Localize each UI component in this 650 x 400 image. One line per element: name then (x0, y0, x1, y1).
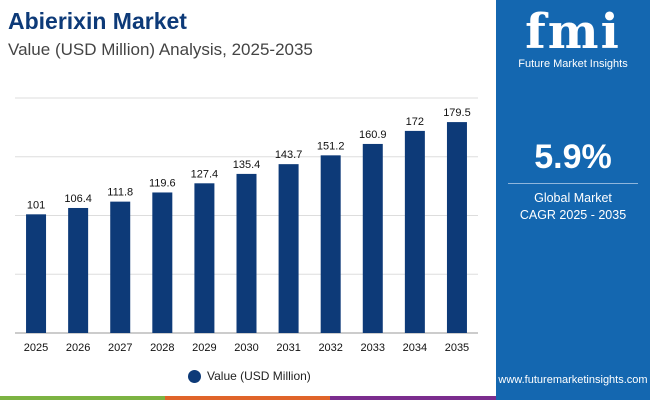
x-tick-label: 2035 (445, 342, 469, 354)
legend: Value (USD Million) (188, 369, 311, 383)
data-label: 160.9 (359, 129, 387, 141)
bar (68, 207, 89, 333)
legend-swatch (188, 369, 201, 383)
data-label: 135.4 (233, 159, 261, 171)
bar (152, 192, 173, 333)
cagr-label-line1: Global Market (534, 191, 612, 205)
data-label: 106.4 (64, 193, 92, 205)
x-tick-label: 2025 (24, 342, 48, 354)
x-tick-label: 2031 (276, 342, 300, 354)
cagr-value: 5.9% (534, 138, 612, 176)
data-label: 179.5 (443, 107, 471, 119)
bar-chart: 101 2025 106.4 2026 111.8 2027 119.6 2028 127.4 2… (15, 97, 478, 354)
data-label: 151.2 (317, 140, 345, 152)
data-label: 143.7 (275, 149, 303, 161)
color-strip-green (0, 396, 165, 400)
data-label: 127.4 (191, 168, 219, 180)
bar (110, 201, 131, 333)
logo-mark: fmi (525, 4, 621, 60)
bar (320, 155, 341, 333)
chart-subtitle: Value (USD Million) Analysis, 2025-2035 (8, 40, 313, 59)
divider (508, 183, 638, 184)
x-tick-label: 2027 (108, 342, 132, 354)
x-tick-label: 2029 (192, 342, 216, 354)
data-label: 101 (27, 199, 45, 211)
data-label: 119.6 (149, 177, 176, 189)
color-strip-purple (330, 396, 496, 400)
side-panel: fmi Future Market Insights 5.9% Global M… (496, 0, 650, 400)
data-label: 172 (406, 116, 424, 128)
x-tick-label: 2034 (403, 342, 427, 354)
bar (404, 130, 425, 333)
x-tick-label: 2033 (361, 342, 385, 354)
x-tick-label: 2032 (318, 342, 342, 354)
bar (278, 164, 299, 333)
x-tick-label: 2030 (234, 342, 258, 354)
cagr-label-line2: CAGR 2025 - 2035 (519, 208, 627, 222)
x-tick-label: 2026 (66, 342, 90, 354)
cagr-label: Global Market CAGR 2025 - 2035 (496, 190, 650, 224)
website-url[interactable]: www.futuremarketinsights.com (498, 374, 648, 386)
bar (236, 173, 257, 333)
bar (26, 214, 47, 333)
bar (362, 143, 383, 333)
bar (194, 183, 215, 333)
logo-tagline: Future Market Insights (518, 58, 628, 70)
data-label: 111.8 (107, 187, 133, 199)
x-tick-label: 2028 (150, 342, 174, 354)
fmi-logo: fmi Future Market Insights (496, 6, 650, 70)
chart-title: Abierixin Market (8, 8, 187, 34)
bar (446, 122, 467, 334)
legend-label: Value (USD Million) (207, 369, 311, 383)
color-strip-orange (165, 396, 330, 400)
